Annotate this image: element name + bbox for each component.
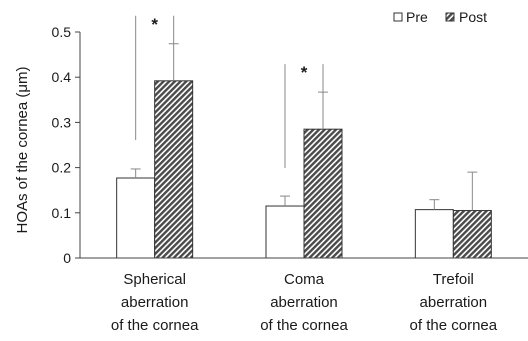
x-tick-label: Trefoil [433, 271, 474, 288]
x-tick-label: of the cornea [260, 317, 348, 334]
y-tick-label: 0.5 [52, 24, 72, 40]
y-tick-label: 0.1 [52, 205, 72, 221]
bar-pre [265, 205, 305, 259]
bar-post [154, 80, 194, 259]
legend-swatch-post [445, 12, 455, 22]
x-tick-label: of the cornea [410, 317, 498, 334]
x-tick-label: Spherical [123, 271, 186, 288]
y-tick-label: 0.4 [52, 69, 72, 85]
significance-star: * [151, 15, 158, 34]
x-tick-label: aberration [420, 294, 488, 311]
y-axis-label: HOAs of the cornea (μm) [14, 66, 31, 233]
significance-star: * [301, 63, 308, 82]
x-tick-label: of the cornea [111, 317, 199, 334]
y-axis-ticks: 0 0.1 0.2 0.3 0.4 0.5 [52, 24, 80, 266]
y-tick-label: 0.3 [52, 114, 72, 130]
x-axis-labels: Spherical aberration of the cornea Coma aber… [111, 271, 498, 334]
bar-pre [116, 177, 156, 259]
legend-label-post: Post [459, 9, 487, 25]
significance-markers: ** [135, 15, 324, 169]
legend-swatch-pre [393, 12, 403, 22]
y-tick-label: 0.2 [52, 160, 72, 176]
bar-post [452, 210, 492, 259]
y-tick-label: 0 [63, 250, 71, 266]
bar-post [303, 128, 343, 259]
x-tick-label: Coma [284, 271, 325, 288]
x-tick-label: aberration [121, 294, 189, 311]
legend: Pre Post [393, 9, 487, 25]
bar-pre [414, 209, 454, 259]
legend-label-pre: Pre [406, 9, 428, 25]
x-tick-label: aberration [270, 294, 338, 311]
bars [116, 80, 492, 259]
